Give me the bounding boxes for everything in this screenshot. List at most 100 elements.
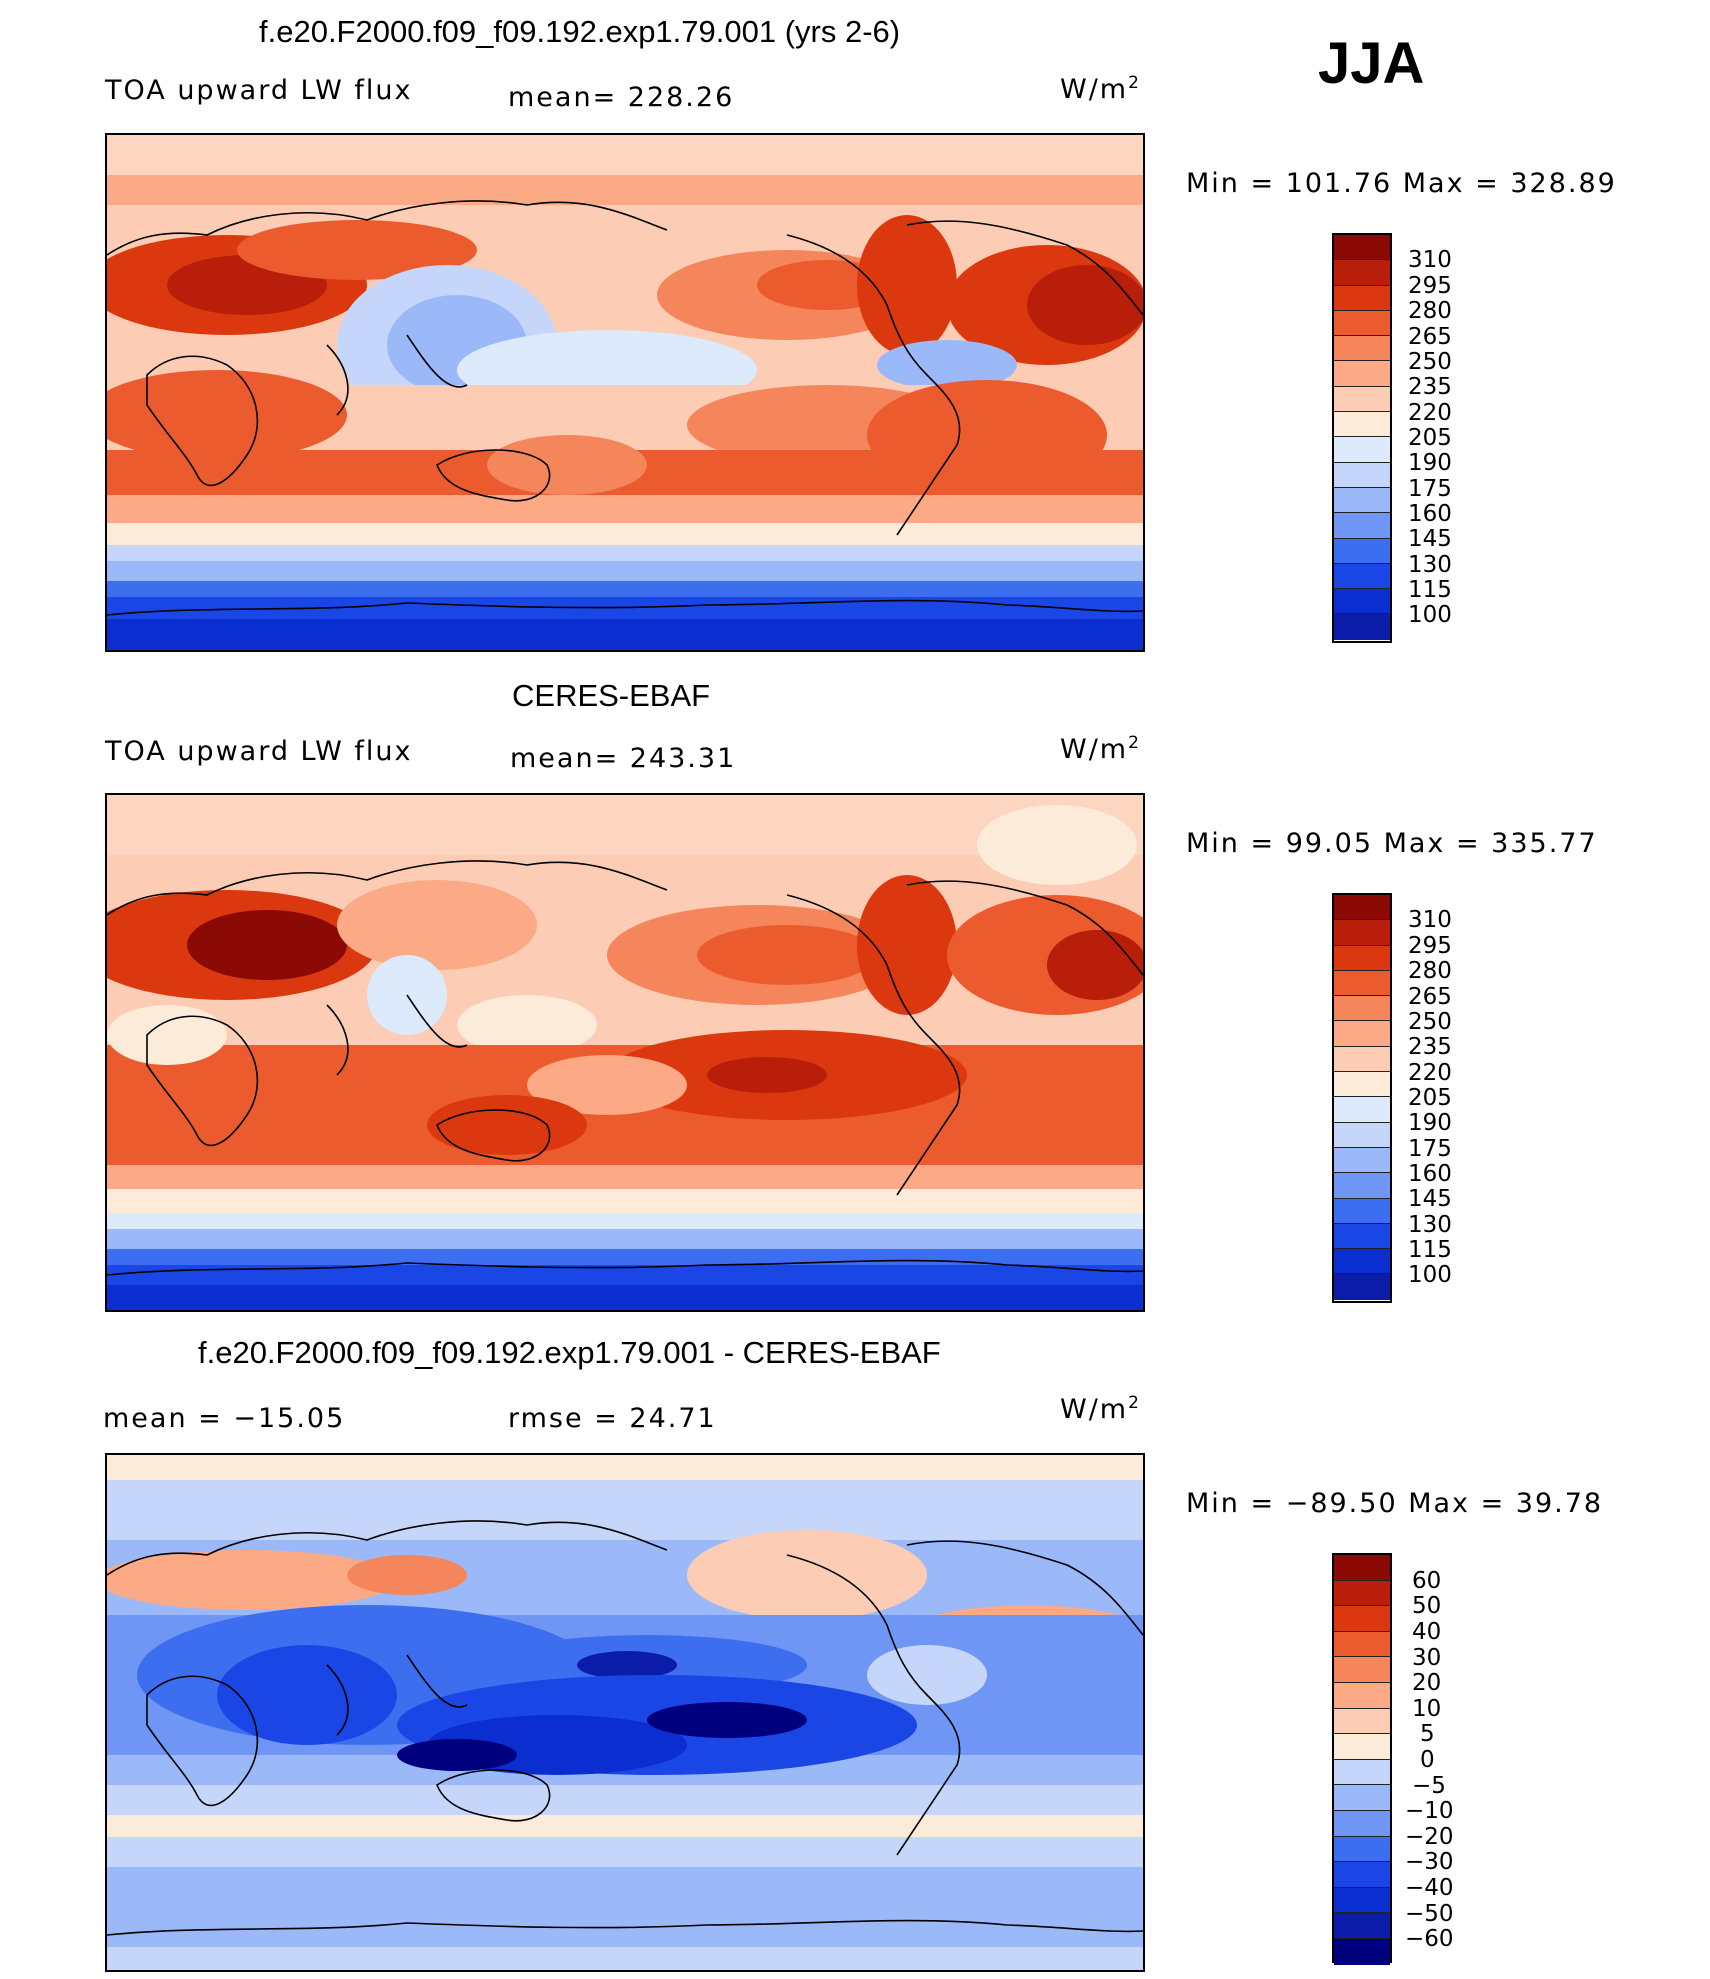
- colorbar-swatch: [1334, 235, 1390, 261]
- colorbar-swatch: [1334, 1682, 1390, 1709]
- panel1-level-label: 100: [1408, 602, 1452, 628]
- panel2-title: CERES-EBAF: [512, 678, 711, 713]
- colorbar-swatch: [1334, 412, 1390, 438]
- colorbar-swatch: [1334, 970, 1390, 997]
- colorbar-swatch: [1334, 336, 1390, 362]
- colorbar-swatch: [1334, 462, 1390, 488]
- colorbar-swatch: [1334, 1759, 1390, 1786]
- panel2-level-label: 280: [1408, 958, 1452, 984]
- colorbar-swatch: [1334, 260, 1390, 286]
- colorbar-swatch: [1334, 1887, 1390, 1914]
- colorbar-swatch: [1334, 361, 1390, 387]
- panel1-minmax: Min = 101.76 Max = 328.89: [1186, 168, 1617, 199]
- panel1-level-label: 175: [1408, 476, 1452, 502]
- units-exp: 2: [1128, 1393, 1141, 1413]
- panel2-units: W/m2: [1060, 733, 1141, 765]
- colorbar-swatch: [1334, 285, 1390, 311]
- panel2-level-label: 160: [1408, 1161, 1452, 1187]
- colorbar-swatch: [1334, 1097, 1390, 1123]
- panel2-colorbar: [1332, 893, 1392, 1303]
- panel1-level-label: 160: [1408, 501, 1452, 527]
- colorbar-swatch: [1334, 538, 1390, 564]
- panel2-level-label: 205: [1408, 1085, 1452, 1111]
- panel3-level-label: −50: [1405, 1901, 1454, 1927]
- colorbar-swatch: [1334, 1810, 1390, 1837]
- panel2-level-label: 265: [1408, 984, 1452, 1010]
- panel1-level-label: 235: [1408, 374, 1452, 400]
- panel3-level-label: 60: [1412, 1568, 1442, 1594]
- colorbar-swatch: [1334, 945, 1390, 971]
- panel3-level-label: 10: [1412, 1696, 1442, 1722]
- colorbar-swatch: [1334, 1072, 1390, 1098]
- units-exp: 2: [1128, 733, 1141, 753]
- panel1-level-label: 190: [1408, 450, 1452, 476]
- panel1-level-label: 115: [1408, 577, 1452, 603]
- colorbar-swatch: [1334, 1862, 1390, 1888]
- colorbar-swatch: [1334, 1274, 1390, 1300]
- panel2-level-label: 115: [1408, 1237, 1452, 1263]
- colorbar-swatch: [1334, 1173, 1390, 1199]
- panel3-level-label: −10: [1405, 1798, 1454, 1824]
- panel1-level-label: 145: [1408, 526, 1452, 552]
- units-base: W/m: [1060, 74, 1129, 105]
- panel2-minmax: Min = 99.05 Max = 335.77: [1186, 828, 1598, 859]
- panel2-level-label: 250: [1408, 1009, 1452, 1035]
- panel1-colorbar: [1332, 233, 1392, 643]
- colorbar-swatch: [1334, 1657, 1390, 1683]
- colorbar-swatch: [1334, 1606, 1390, 1632]
- colorbar-swatch: [1334, 1021, 1390, 1047]
- colorbar-swatch: [1334, 437, 1390, 463]
- panel2-level-label: 190: [1408, 1110, 1452, 1136]
- panel3-difference-map: [105, 1453, 1145, 1972]
- colorbar-swatch: [1334, 563, 1390, 590]
- panel3-level-label: 5: [1420, 1721, 1435, 1747]
- panel2-level-label: 175: [1408, 1136, 1452, 1162]
- units-base: W/m: [1060, 1394, 1129, 1425]
- panel3-level-label: −40: [1405, 1875, 1454, 1901]
- colorbar-swatch: [1334, 1734, 1390, 1760]
- colorbar-swatch: [1334, 1836, 1390, 1863]
- colorbar-swatch: [1334, 1555, 1390, 1581]
- panel1-level-label: 310: [1408, 247, 1452, 273]
- panel1-level-label: 130: [1408, 552, 1452, 578]
- panel3-level-label: −20: [1405, 1824, 1454, 1850]
- panel3-rmse: rmse = 24.71: [508, 1403, 717, 1434]
- colorbar-swatch: [1334, 310, 1390, 337]
- colorbar-swatch: [1334, 1913, 1390, 1939]
- colorbar-swatch: [1334, 589, 1390, 615]
- panel2-level-label: 130: [1408, 1212, 1452, 1238]
- colorbar-swatch: [1334, 996, 1390, 1022]
- units-exp: 2: [1128, 73, 1141, 93]
- colorbar-swatch: [1334, 487, 1390, 514]
- panel1-level-label: 250: [1408, 349, 1452, 375]
- colorbar-swatch: [1334, 1785, 1390, 1811]
- colorbar-swatch: [1334, 513, 1390, 539]
- panel3-level-label: 50: [1412, 1593, 1442, 1619]
- panel1-level-label: 265: [1408, 324, 1452, 350]
- panel1-level-label: 280: [1408, 298, 1452, 324]
- panel1-variable-label: TOA upward LW flux: [105, 75, 413, 106]
- panel2-level-label: 145: [1408, 1186, 1452, 1212]
- colorbar-swatch: [1334, 1198, 1390, 1224]
- colorbar-swatch: [1334, 386, 1390, 413]
- panel1-mean: mean= 228.26: [508, 82, 735, 113]
- colorbar-swatch: [1334, 1046, 1390, 1073]
- panel3-level-label: 20: [1412, 1670, 1442, 1696]
- panel1-level-label: 205: [1408, 425, 1452, 451]
- panel1-map: [105, 133, 1145, 652]
- panel2-level-label: 100: [1408, 1262, 1452, 1288]
- colorbar-swatch: [1334, 1147, 1390, 1174]
- panel3-mean: mean = −15.05: [103, 1403, 346, 1434]
- units-base: W/m: [1060, 734, 1129, 765]
- panel1-title: f.e20.F2000.f09_f09.192.exp1.79.001 (yrs…: [259, 14, 901, 49]
- panel3-level-label: 40: [1412, 1619, 1442, 1645]
- panel2-level-label: 235: [1408, 1034, 1452, 1060]
- colorbar-swatch: [1334, 1223, 1390, 1250]
- colorbar-swatch: [1334, 1938, 1390, 1965]
- panel3-title: f.e20.F2000.f09_f09.192.exp1.79.001 - CE…: [198, 1335, 941, 1370]
- colorbar-swatch: [1334, 1122, 1390, 1148]
- panel2-level-label: 310: [1408, 907, 1452, 933]
- panel2-level-label: 220: [1408, 1060, 1452, 1086]
- colorbar-swatch: [1334, 1631, 1390, 1658]
- panel3-level-label: −60: [1405, 1926, 1454, 1952]
